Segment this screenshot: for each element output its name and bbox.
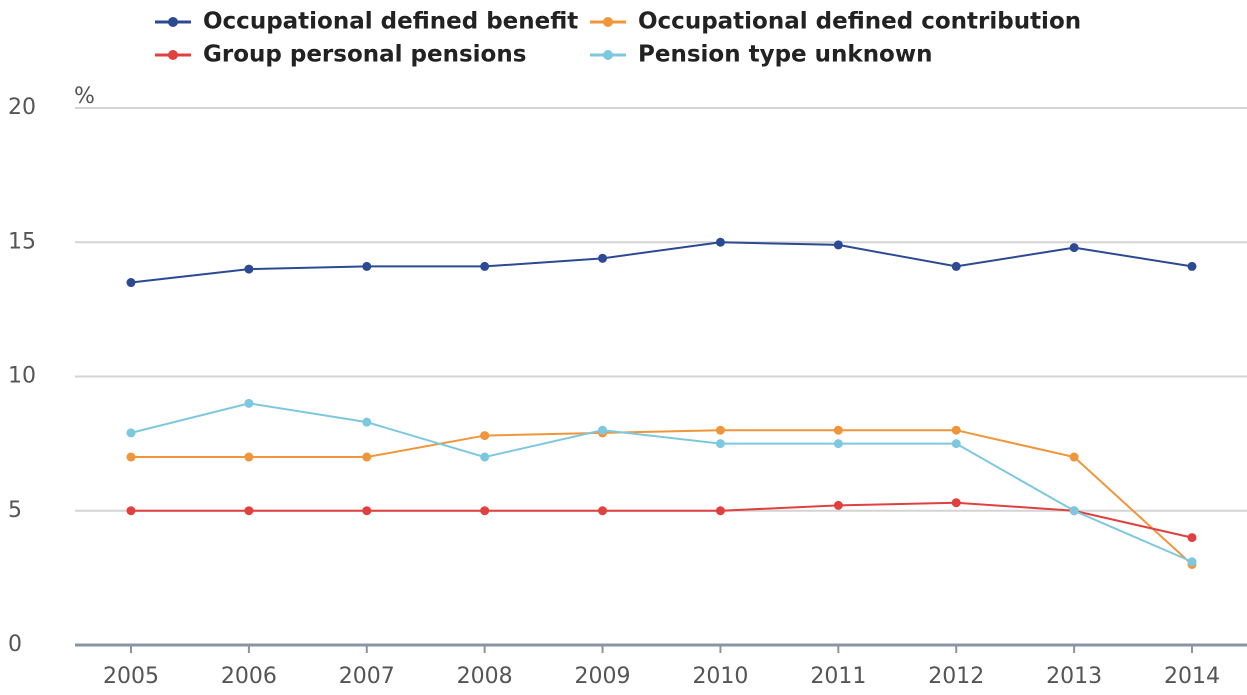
x-tick-label: 2010 <box>692 664 748 689</box>
x-tick-label: 2008 <box>457 664 513 689</box>
x-tick-label: 2009 <box>575 664 631 689</box>
legend-marker <box>603 50 613 60</box>
point <box>951 261 961 271</box>
x-tick-label: 2007 <box>339 664 395 689</box>
point <box>715 237 725 247</box>
x-tick-label: 2014 <box>1164 664 1220 689</box>
legend-label: Occupational defined contribution <box>638 9 1081 35</box>
point <box>126 452 136 462</box>
point <box>126 428 136 438</box>
y-tick-label: 10 <box>8 364 36 389</box>
y-tick-label: 0 <box>8 632 22 657</box>
point <box>480 452 490 462</box>
point <box>126 506 136 516</box>
point <box>362 417 372 427</box>
point <box>951 425 961 435</box>
point <box>1069 452 1079 462</box>
point <box>244 398 254 408</box>
point <box>715 425 725 435</box>
point <box>598 253 608 263</box>
point <box>715 439 725 449</box>
series-line <box>130 402 1193 563</box>
point <box>244 452 254 462</box>
point <box>1187 557 1197 567</box>
point <box>833 240 843 250</box>
point <box>951 498 961 508</box>
x-tick-label: 2013 <box>1046 664 1102 689</box>
point <box>244 264 254 274</box>
point <box>126 278 136 288</box>
x-tick-label: 2006 <box>221 664 277 689</box>
point <box>598 506 608 516</box>
point <box>833 425 843 435</box>
series-line <box>131 429 1193 566</box>
point <box>362 261 372 271</box>
legend-label: Group personal pensions <box>203 42 526 68</box>
series-line <box>130 241 1193 284</box>
point <box>1069 243 1079 253</box>
legend-marker <box>603 17 613 27</box>
y-tick-label: 15 <box>8 229 36 254</box>
x-tick-label: 2005 <box>103 664 159 689</box>
point <box>951 439 961 449</box>
y-tick-label: 5 <box>8 498 22 523</box>
legend-marker <box>168 17 178 27</box>
point <box>1069 506 1079 516</box>
x-tick-label: 2012 <box>928 664 984 689</box>
point <box>480 506 490 516</box>
legend-marker <box>168 50 178 60</box>
point <box>715 506 725 516</box>
point <box>833 439 843 449</box>
point <box>598 425 608 435</box>
point <box>1187 261 1197 271</box>
legend-label: Occupational defined benefit <box>203 9 578 35</box>
point <box>362 506 372 516</box>
point <box>480 431 490 441</box>
x-tick-label: 2011 <box>810 664 866 689</box>
point <box>362 452 372 462</box>
point <box>1187 533 1197 543</box>
point <box>833 500 843 510</box>
y-tick-label: 20 <box>8 95 36 120</box>
point <box>480 261 490 271</box>
point <box>244 506 254 516</box>
legend-label: Pension type unknown <box>638 42 933 68</box>
series-line <box>131 501 1193 539</box>
y-axis-label: % <box>74 84 95 109</box>
